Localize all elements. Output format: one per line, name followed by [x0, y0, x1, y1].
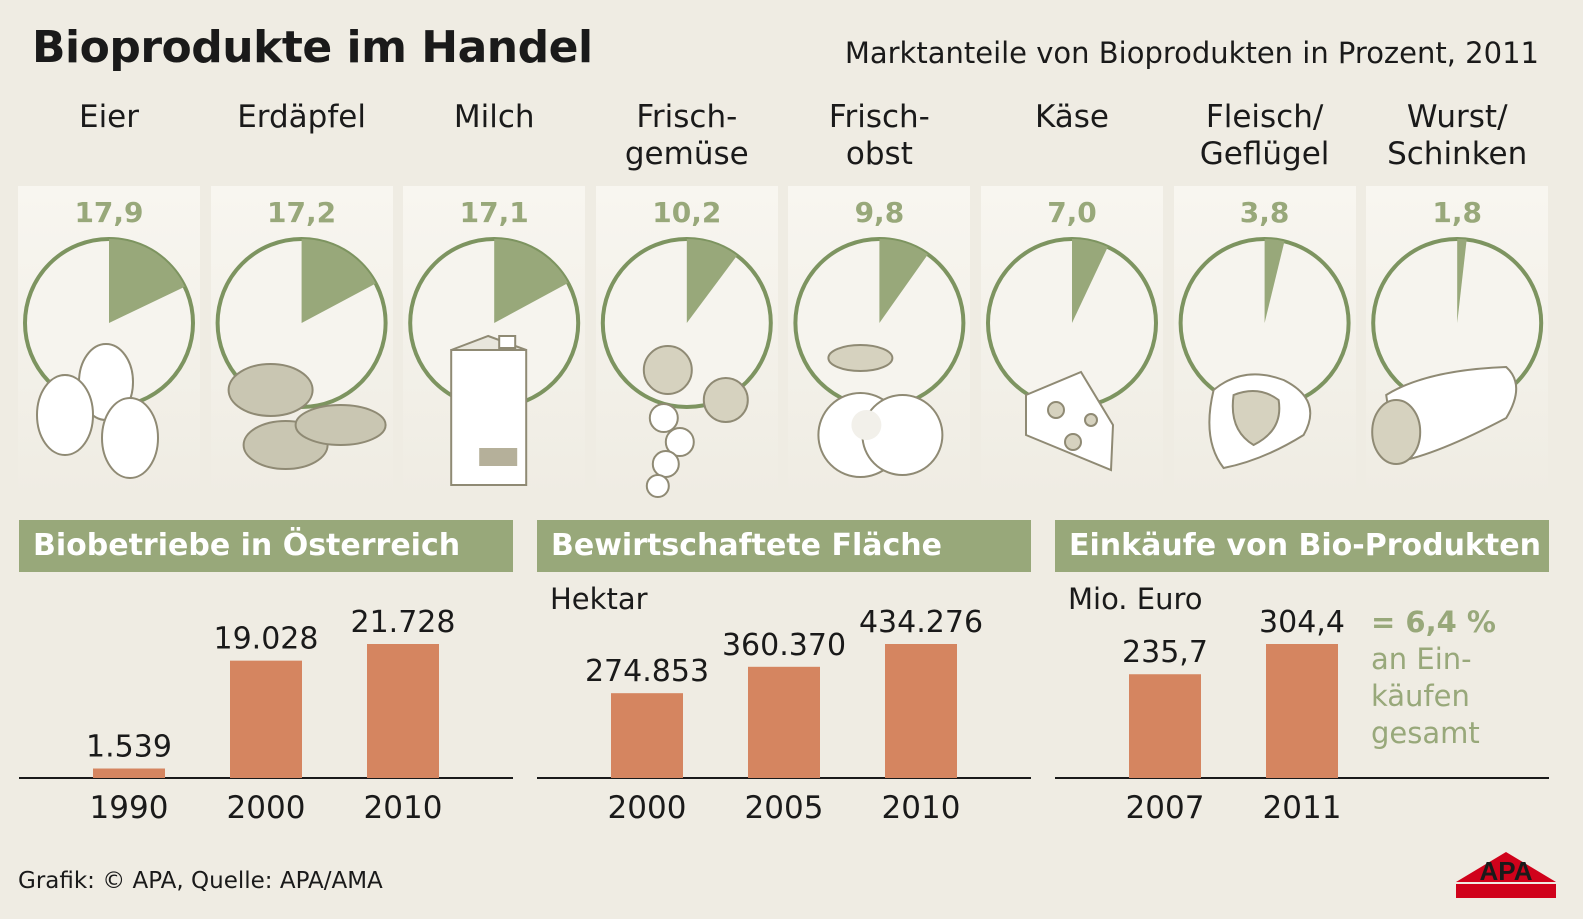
apa-logo: APA: [1456, 852, 1556, 898]
bar-value-label: 21.728: [351, 605, 456, 640]
bar-value-label: 434.276: [859, 605, 983, 640]
meat-icon: [1208, 373, 1312, 470]
pie-slice: [494, 239, 569, 323]
pie-category-label-line: Wurst/: [1406, 99, 1508, 135]
x-tick-label: 2005: [745, 790, 824, 826]
x-tick-label: 2007: [1126, 790, 1205, 826]
pie-category-label-line: gemüse: [624, 136, 749, 172]
pie-value-label: 17,2: [267, 196, 337, 229]
x-tick-label: 2011: [1263, 790, 1342, 826]
source-credit: Grafik: © APA, Quelle: APA/AMA: [18, 868, 383, 894]
pie-slice: [686, 239, 738, 323]
svg-text:APA: APA: [1480, 856, 1533, 886]
pie-slice: [1264, 239, 1285, 323]
bar-value-label: 19.028: [214, 622, 319, 657]
x-tick-label: 2010: [364, 790, 443, 826]
pie-slice: [109, 239, 185, 323]
pie-category-label-line: Milch: [453, 99, 535, 135]
bar: [885, 644, 957, 778]
share-annotation-line-2: käufen: [1371, 679, 1470, 713]
pie-category-label: Erdäpfel: [207, 99, 397, 136]
pie-slice: [879, 239, 928, 323]
bar: [367, 644, 439, 778]
share-annotation-value: = 6,4 %: [1371, 605, 1496, 639]
unit-label-hektar: Hektar: [550, 582, 648, 616]
pie-category-label: Fleisch/Geflügel: [1170, 99, 1360, 173]
pie-value-label: 10,2: [652, 196, 722, 229]
pie-slice: [1072, 239, 1108, 323]
pie-category-label: Frisch-obst: [784, 99, 974, 173]
pie-slice: [1457, 239, 1467, 323]
bar-value-label: 235,7: [1122, 635, 1208, 670]
bar-value-label: 274.853: [585, 654, 709, 689]
bar-value-label: 304,4: [1259, 605, 1345, 640]
unit-label-mio-euro: Mio. Euro: [1068, 582, 1203, 616]
pie-category-label: Frisch-gemüse: [592, 99, 782, 173]
page-title: Bioprodukte im Handel: [32, 22, 593, 73]
share-annotation-line-3: gesamt: [1371, 716, 1480, 750]
pie-category-label-line: Eier: [78, 99, 140, 135]
pie-value-label: 17,1: [459, 196, 529, 229]
vegetables-icon: [642, 345, 749, 498]
pie-category-label-line: Frisch-: [828, 99, 930, 135]
sausage-icon: [1371, 365, 1518, 465]
pie-category-label-line: Erdäpfel: [237, 99, 366, 135]
pie-value-label: 17,9: [74, 196, 144, 229]
pie-category-label: Wurst/Schinken: [1362, 99, 1552, 173]
bar: [93, 768, 165, 778]
pie-value-label: 1,8: [1432, 196, 1482, 229]
milk-carton-icon: [450, 334, 528, 486]
bar: [1266, 644, 1338, 778]
share-annotation-line-1: an Ein-: [1371, 642, 1472, 676]
pie-category-label-line: obst: [845, 136, 913, 172]
bar: [611, 693, 683, 778]
eggs-icon: [36, 343, 159, 479]
pie-category-label-line: Käse: [1034, 99, 1109, 135]
pie-category-label: Milch: [399, 99, 589, 136]
pie-category-label: Käse: [977, 99, 1167, 136]
x-tick-label: 1990: [90, 790, 169, 826]
apple-icon: [817, 344, 944, 478]
cheese-icon: [1025, 370, 1115, 472]
pie-category-label-line: Geflügel: [1199, 136, 1330, 172]
bar: [230, 660, 302, 778]
x-tick-label: 2000: [227, 790, 306, 826]
section-header-biobetriebe: Biobetriebe in Österreich: [19, 520, 513, 572]
bar: [1129, 674, 1201, 778]
pie-slice: [301, 239, 376, 323]
pie-value-label: 7,0: [1047, 196, 1097, 229]
bar-value-label: 360.370: [722, 628, 846, 663]
page-subtitle: Marktanteile von Bioprodukten in Prozent…: [844, 36, 1539, 70]
pie-category-label-line: Schinken: [1387, 136, 1528, 172]
bar-value-label: 1.539: [86, 730, 172, 765]
pie-value-label: 3,8: [1239, 196, 1290, 229]
bar: [748, 666, 820, 778]
pie-category-label: Eier: [14, 99, 204, 136]
section-header-einkaeufe: Einkäufe von Bio-Produkten: [1055, 520, 1549, 572]
section-header-flaeche: Bewirtschaftete Fläche: [537, 520, 1031, 572]
x-tick-label: 2010: [882, 790, 961, 826]
pie-value-label: 9,8: [854, 196, 905, 229]
x-tick-label: 2000: [608, 790, 687, 826]
pie-category-label-line: Fleisch/: [1205, 99, 1324, 135]
share-annotation: = 6,4 % an Ein- käufen gesamt: [1371, 604, 1496, 752]
pie-category-label-line: Frisch-: [636, 99, 738, 135]
potatoes-icon: [227, 363, 387, 470]
